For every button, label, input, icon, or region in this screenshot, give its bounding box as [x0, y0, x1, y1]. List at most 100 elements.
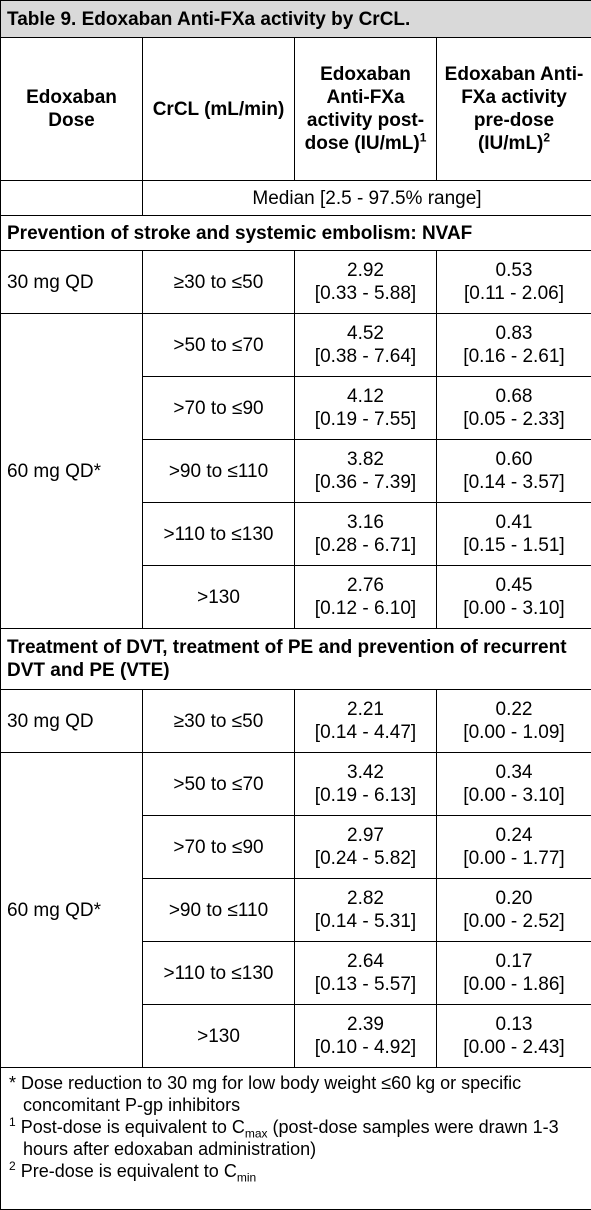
pre-median: 0.41 — [443, 511, 585, 534]
pre-range: [0.05 - 2.33] — [443, 408, 585, 431]
pre-median: 0.20 — [443, 887, 585, 910]
pre-median: 0.22 — [443, 698, 585, 721]
empty-cell — [1, 181, 143, 216]
pre-cell: 0.17[0.00 - 1.86] — [437, 942, 591, 1005]
header-text: Edoxaban Anti-FXa activity pre-dose (IU/… — [445, 64, 584, 154]
crcl-cell: >110 to ≤130 — [143, 942, 295, 1005]
post-median: 3.16 — [301, 511, 430, 534]
table-title: Table 9. Edoxaban Anti-FXa activity by C… — [1, 1, 591, 38]
pre-range: [0.00 - 1.86] — [443, 973, 585, 996]
pre-cell: 0.68[0.05 - 2.33] — [437, 377, 591, 440]
pre-cell: 0.83[0.16 - 2.61] — [437, 314, 591, 377]
post-median: 2.39 — [301, 1013, 430, 1036]
title-row: Table 9. Edoxaban Anti-FXa activity by C… — [1, 1, 591, 38]
post-range: [0.33 - 5.88] — [301, 282, 430, 305]
dose-cell: 60 mg QD* — [1, 753, 143, 1068]
header-footnote-mark: 1 — [420, 131, 427, 145]
post-cell: 2.82[0.14 - 5.31] — [295, 879, 437, 942]
header-cell: Edoxaban Dose — [1, 38, 143, 181]
header-cell: Edoxaban Anti-FXa activity post-dose (IU… — [295, 38, 437, 181]
post-range: [0.36 - 7.39] — [301, 471, 430, 494]
pre-median: 0.45 — [443, 574, 585, 597]
pre-median: 0.24 — [443, 824, 585, 847]
pre-range: [0.00 - 1.09] — [443, 721, 585, 744]
header-text: CrCL (mL/min) — [153, 99, 285, 120]
pre-range: [0.00 - 3.10] — [443, 784, 585, 807]
pre-range: [0.15 - 1.51] — [443, 534, 585, 557]
post-cell: 3.42[0.19 - 6.13] — [295, 753, 437, 816]
section-row: Treatment of DVT, treatment of PE and pr… — [1, 629, 591, 690]
pre-range: [0.14 - 3.57] — [443, 471, 585, 494]
pre-cell: 0.13[0.00 - 2.43] — [437, 1005, 591, 1068]
pre-range: [0.00 - 2.43] — [443, 1036, 585, 1059]
header-row: Edoxaban Dose CrCL (mL/min) Edoxaban Anti-… — [1, 38, 591, 181]
pre-range: [0.16 - 2.61] — [443, 345, 585, 368]
dose-cell: 30 mg QD — [1, 690, 143, 753]
dose-cell: 60 mg QD* — [1, 314, 143, 629]
post-range: [0.13 - 5.57] — [301, 973, 430, 996]
crcl-cell: ≥30 to ≤50 — [143, 251, 295, 314]
section-row: Prevention of stroke and systemic emboli… — [1, 216, 591, 251]
pre-median: 0.68 — [443, 385, 585, 408]
crcl-cell: >90 to ≤110 — [143, 440, 295, 503]
post-cell: 2.21[0.14 - 4.47] — [295, 690, 437, 753]
subheader-row: Median [2.5 - 97.5% range] — [1, 181, 591, 216]
footnote: * Dose reduction to 30 mg for low body w… — [9, 1072, 583, 1116]
post-range: [0.14 - 5.31] — [301, 910, 430, 933]
pre-cell: 0.60[0.14 - 3.57] — [437, 440, 591, 503]
post-median: 2.64 — [301, 950, 430, 973]
pre-range: [0.11 - 2.06] — [443, 282, 585, 305]
post-cell: 4.12[0.19 - 7.55] — [295, 377, 437, 440]
footnote-row: * Dose reduction to 30 mg for low body w… — [1, 1068, 591, 1210]
pre-median: 0.17 — [443, 950, 585, 973]
pre-range: [0.00 - 2.52] — [443, 910, 585, 933]
crcl-cell: ≥30 to ≤50 — [143, 690, 295, 753]
footnote: 1 Post-dose is equivalent to Cmax (post-… — [9, 1116, 583, 1160]
post-median: 2.97 — [301, 824, 430, 847]
post-cell: 3.16[0.28 - 6.71] — [295, 503, 437, 566]
crcl-cell: >90 to ≤110 — [143, 879, 295, 942]
post-cell: 2.76[0.12 - 6.10] — [295, 566, 437, 629]
header-text: Edoxaban Anti-FXa activity post-dose (IU… — [305, 64, 424, 154]
footnote-text: Post-dose is equivalent to C — [21, 1117, 245, 1137]
post-range: [0.24 - 5.82] — [301, 847, 430, 870]
pre-cell: 0.45[0.00 - 3.10] — [437, 566, 591, 629]
post-median: 2.82 — [301, 887, 430, 910]
header-cell: Edoxaban Anti-FXa activity pre-dose (IU/… — [437, 38, 591, 181]
post-range: [0.19 - 7.55] — [301, 408, 430, 431]
footnote-mark: * — [9, 1073, 16, 1093]
post-range: [0.12 - 6.10] — [301, 597, 430, 620]
footnote-mark: 1 — [9, 1115, 16, 1129]
post-median: 4.52 — [301, 322, 430, 345]
footnotes: * Dose reduction to 30 mg for low body w… — [1, 1068, 591, 1210]
pre-median: 0.53 — [443, 259, 585, 282]
post-cell: 2.92[0.33 - 5.88] — [295, 251, 437, 314]
post-range: [0.38 - 7.64] — [301, 345, 430, 368]
pre-median: 0.83 — [443, 322, 585, 345]
pre-cell: 0.22[0.00 - 1.09] — [437, 690, 591, 753]
section-title: Prevention of stroke and systemic emboli… — [1, 216, 591, 251]
pre-median: 0.13 — [443, 1013, 585, 1036]
header-cell: CrCL (mL/min) — [143, 38, 295, 181]
pre-range: [0.00 - 3.10] — [443, 597, 585, 620]
crcl-cell: >50 to ≤70 — [143, 314, 295, 377]
crcl-cell: >50 to ≤70 — [143, 753, 295, 816]
post-range: [0.19 - 6.13] — [301, 784, 430, 807]
footnote-text: Dose reduction to 30 mg for low body wei… — [21, 1073, 521, 1115]
pre-cell: 0.53[0.11 - 2.06] — [437, 251, 591, 314]
pre-range: [0.00 - 1.77] — [443, 847, 585, 870]
post-median: 2.92 — [301, 259, 430, 282]
post-median: 2.76 — [301, 574, 430, 597]
dose-cell: 30 mg QD — [1, 251, 143, 314]
crcl-cell: >110 to ≤130 — [143, 503, 295, 566]
header-footnote-mark: 2 — [543, 131, 550, 145]
crcl-cell: >130 — [143, 1005, 295, 1068]
pre-cell: 0.20[0.00 - 2.52] — [437, 879, 591, 942]
post-range: [0.14 - 4.47] — [301, 721, 430, 744]
post-median: 3.42 — [301, 761, 430, 784]
